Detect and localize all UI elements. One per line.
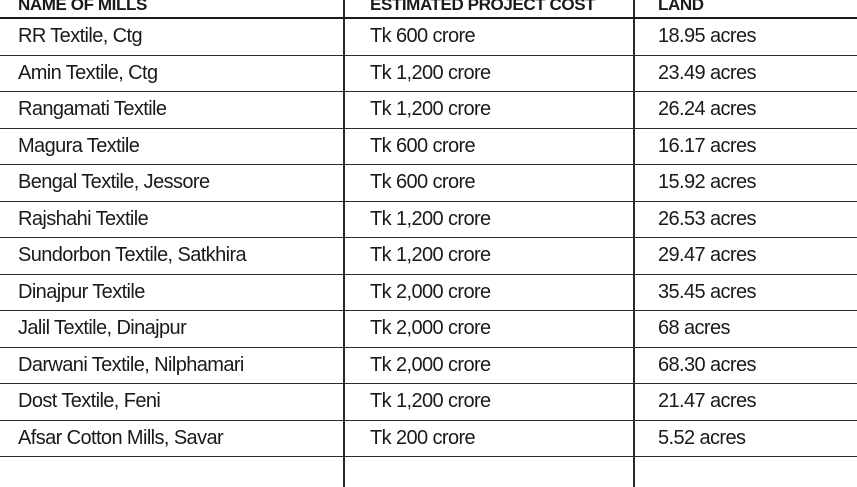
- column-divider: [633, 92, 635, 128]
- project-cost-cell: Tk 1,200 crore: [370, 244, 491, 267]
- project-cost-cell: Tk 600 crore: [370, 171, 476, 194]
- land-cell: 29.47 acres: [658, 244, 757, 267]
- mill-name-cell: Bengal Textile, Jessore: [18, 171, 210, 194]
- project-cost-cell: Tk 600 crore: [370, 25, 476, 48]
- table-row: Sundorbon Textile, Satkhira Tk 1,200 cro…: [0, 238, 857, 275]
- column-divider: [343, 128, 345, 164]
- table-row: Jalil Textile, Dinajpur Tk 2,000 crore 6…: [0, 311, 857, 348]
- land-cell: 35.45 acres: [658, 280, 757, 303]
- mill-name-cell: Darwani Textile, Nilphamari: [18, 353, 244, 376]
- column-divider: [343, 384, 345, 420]
- land-cell: 68.30 acres: [658, 353, 757, 376]
- project-cost-cell: Tk 2,000 crore: [370, 353, 491, 376]
- mill-name-cell: Rangamati Textile: [18, 98, 167, 121]
- land-cell: 16.17 acres: [658, 134, 757, 157]
- table-row-cut-off: [0, 457, 857, 487]
- land-cell: 21.47 acres: [658, 390, 757, 413]
- land-cell: 23.49 acres: [658, 61, 757, 84]
- mill-name-cell: Amin Textile, Ctg: [18, 61, 158, 84]
- table-row: Dost Textile, Feni Tk 1,200 crore 21.47 …: [0, 384, 857, 421]
- table-row: Rangamati Textile Tk 1,200 crore 26.24 a…: [0, 92, 857, 129]
- column-divider: [633, 384, 635, 420]
- column-divider: [633, 55, 635, 91]
- mill-name-cell: Rajshahi Textile: [18, 207, 149, 230]
- column-divider: [633, 274, 635, 310]
- project-cost-cell: Tk 1,200 crore: [370, 207, 491, 230]
- land-cell: 26.53 acres: [658, 207, 757, 230]
- mill-name-cell: Afsar Cotton Mills, Savar: [18, 426, 224, 449]
- project-cost-cell: Tk 600 crore: [370, 134, 476, 157]
- table-row: Bengal Textile, Jessore Tk 600 crore 15.…: [0, 165, 857, 202]
- mill-name-cell: Dost Textile, Feni: [18, 390, 161, 413]
- column-divider: [343, 165, 345, 201]
- column-divider: [633, 0, 635, 17]
- column-divider: [343, 347, 345, 383]
- column-divider: [633, 201, 635, 237]
- project-cost-cell: Tk 1,200 crore: [370, 390, 491, 413]
- column-divider: [343, 274, 345, 310]
- project-cost-cell: Tk 1,200 crore: [370, 61, 491, 84]
- column-divider: [633, 420, 635, 456]
- project-cost-cell: Tk 200 crore: [370, 426, 476, 449]
- table-row: Magura Textile Tk 600 crore 16.17 acres: [0, 128, 857, 165]
- column-divider: [633, 457, 635, 487]
- header-estimated-project-cost: ESTIMATED PROJECT COST: [370, 0, 596, 14]
- mill-name-cell: Dinajpur Textile: [18, 280, 145, 303]
- mill-name-cell: Magura Textile: [18, 134, 140, 157]
- header-name-of-mills: NAME OF MILLS: [18, 0, 147, 14]
- mill-name-cell: RR Textile, Ctg: [18, 25, 143, 48]
- table-row: Dinajpur Textile Tk 2,000 crore 35.45 ac…: [0, 274, 857, 311]
- column-divider: [343, 92, 345, 128]
- column-divider: [343, 457, 345, 487]
- column-divider: [343, 238, 345, 274]
- table-row: Darwani Textile, Nilphamari Tk 2,000 cro…: [0, 347, 857, 384]
- column-divider: [343, 311, 345, 347]
- project-cost-cell: Tk 2,000 crore: [370, 317, 491, 340]
- table-row: Amin Textile, Ctg Tk 1,200 crore 23.49 a…: [0, 55, 857, 92]
- column-divider: [633, 165, 635, 201]
- land-cell: 15.92 acres: [658, 171, 757, 194]
- land-cell: 5.52 acres: [658, 426, 746, 449]
- header-land: LAND: [658, 0, 704, 14]
- table-row: Rajshahi Textile Tk 1,200 crore 26.53 ac…: [0, 201, 857, 238]
- column-divider: [633, 19, 635, 55]
- column-divider: [633, 311, 635, 347]
- column-divider: [343, 420, 345, 456]
- mill-name-cell: Sundorbon Textile, Satkhira: [18, 244, 247, 267]
- column-divider: [633, 128, 635, 164]
- column-divider: [633, 347, 635, 383]
- column-divider: [343, 201, 345, 237]
- table-row: Afsar Cotton Mills, Savar Tk 200 crore 5…: [0, 420, 857, 457]
- table-row: RR Textile, Ctg Tk 600 crore 18.95 acres: [0, 19, 857, 56]
- mill-name-cell: Jalil Textile, Dinajpur: [18, 317, 187, 340]
- column-divider: [343, 19, 345, 55]
- land-cell: 26.24 acres: [658, 98, 757, 121]
- project-cost-cell: Tk 2,000 crore: [370, 280, 491, 303]
- land-cell: 18.95 acres: [658, 25, 757, 48]
- column-divider: [343, 55, 345, 91]
- column-divider: [343, 0, 345, 17]
- land-cell: 68 acres: [658, 317, 731, 340]
- table-header-row: NAME OF MILLS ESTIMATED PROJECT COST LAN…: [0, 0, 857, 19]
- column-divider: [633, 238, 635, 274]
- project-cost-cell: Tk 1,200 crore: [370, 98, 491, 121]
